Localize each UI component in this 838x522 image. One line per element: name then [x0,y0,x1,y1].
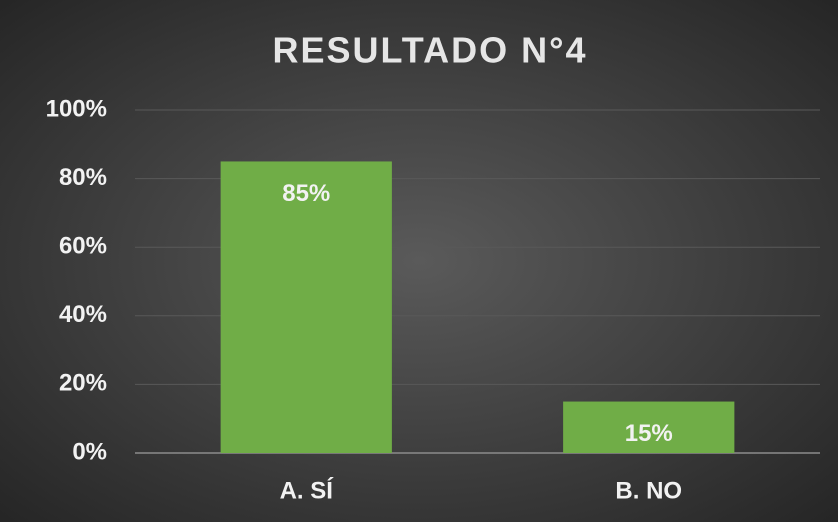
y-tick-label: 40% [59,301,107,328]
data-label: 85% [282,180,330,207]
y-tick-label: 80% [59,164,107,191]
x-tick-label: B. NO [615,477,682,504]
y-tick-label: 0% [72,438,107,465]
y-tick-label: 60% [59,233,107,260]
y-tick-label: 20% [59,370,107,397]
chart-title: RESULTADO N°4 [272,30,587,71]
data-label: 15% [625,420,673,447]
y-tick-label: 100% [46,95,107,122]
bar [563,401,735,453]
bar [220,161,392,453]
x-tick-label: A. SÍ [280,476,335,504]
